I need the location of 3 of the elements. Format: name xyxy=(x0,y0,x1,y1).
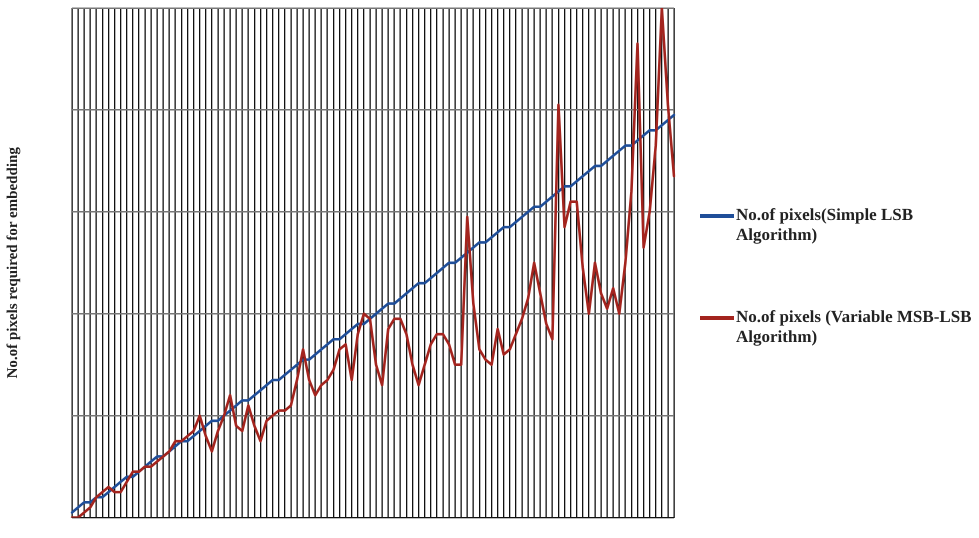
legend-label: No.of pixels (Variable MSB-LSB Algorithm) xyxy=(736,307,973,347)
legend-label: No.of pixels(Simple LSB Algorithm) xyxy=(736,205,914,245)
y-axis-title: No.of pixels required for embedding xyxy=(4,146,21,378)
